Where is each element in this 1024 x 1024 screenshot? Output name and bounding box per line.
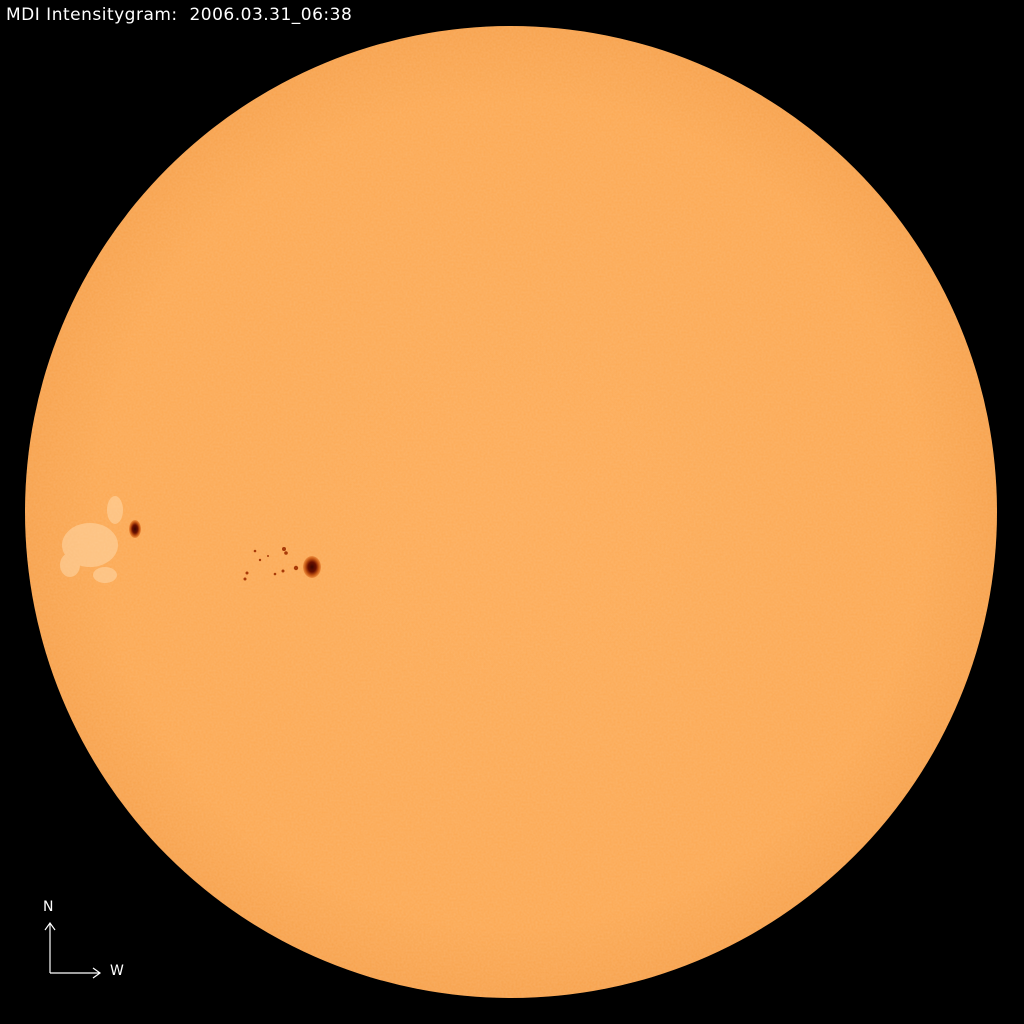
sunspot (129, 520, 141, 538)
image-title: MDI Intensitygram: 2006.03.31_06:38 (6, 5, 352, 25)
faculae (60, 496, 123, 583)
sunspot-group (243, 547, 299, 581)
compass (44, 921, 102, 979)
instrument-label: MDI Intensitygram: (6, 5, 178, 25)
west-label: W (110, 963, 124, 979)
timestamp: 2006.03.31_06:38 (189, 5, 353, 25)
north-label: N (43, 899, 54, 915)
granulation-texture (25, 26, 997, 998)
sunspot (303, 556, 321, 578)
